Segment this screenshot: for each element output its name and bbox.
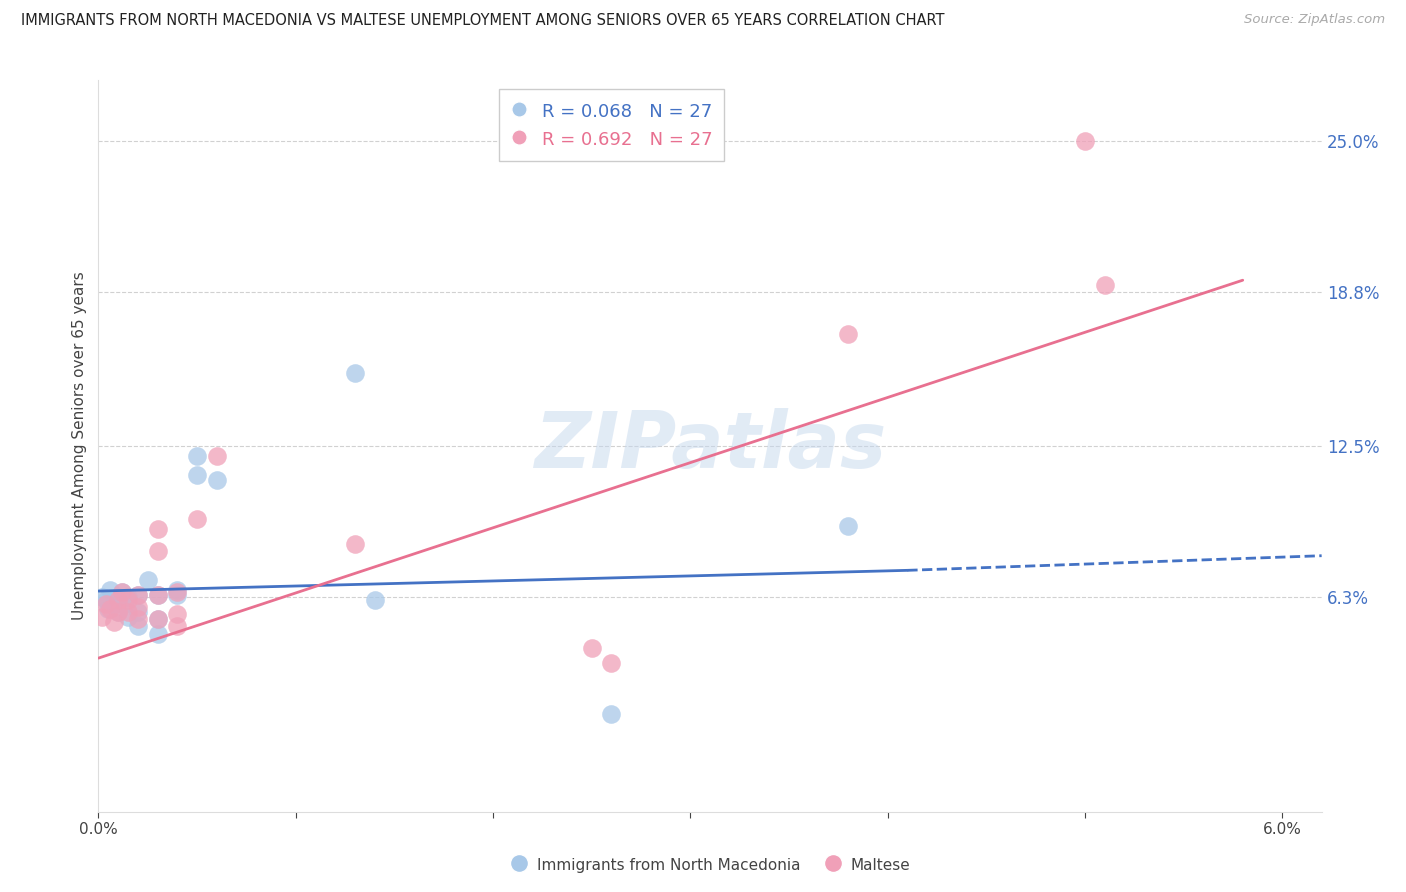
Point [127,605,149,619]
Point [837,519,859,533]
Point [117,590,139,604]
Point [146,612,169,626]
Point [107,605,129,619]
Point [136,573,159,587]
Point [103,598,125,612]
Text: Source: ZipAtlas.com: Source: ZipAtlas.com [1244,13,1385,27]
Point [103,615,125,629]
Point [600,707,623,722]
Point [186,512,208,526]
Point [1074,134,1097,148]
Point [96,598,118,612]
Point [186,449,208,463]
Point [146,588,169,602]
Point [117,609,139,624]
Point [186,468,208,483]
Text: ZIPatlas: ZIPatlas [534,408,886,484]
Point [343,536,366,550]
Point [127,599,149,614]
Point [98,582,121,597]
Point [205,449,228,463]
Point [91,590,114,604]
Point [111,585,134,599]
Point [205,473,228,487]
Point [98,602,121,616]
Point [127,619,149,633]
Y-axis label: Unemployment Among Seniors over 65 years: Unemployment Among Seniors over 65 years [72,272,87,620]
Point [837,326,859,341]
Point [127,588,149,602]
Point [166,588,188,602]
Point [97,602,120,616]
Point [96,592,118,607]
Point [343,366,366,380]
Point [112,598,135,612]
Point [111,585,134,599]
Point [363,592,385,607]
Point [146,626,169,640]
Point [91,609,114,624]
Point [127,612,149,626]
Point [117,605,139,619]
Point [166,585,188,599]
Point [117,592,139,607]
Point [166,619,188,633]
Point [166,582,188,597]
Point [1094,278,1116,293]
Point [107,605,129,619]
Point [127,588,149,602]
Point [146,522,169,536]
Point [107,590,129,604]
Point [600,656,623,670]
Point [146,544,169,558]
Point [581,641,603,656]
Legend: Immigrants from North Macedonia, Maltese: Immigrants from North Macedonia, Maltese [503,850,917,881]
Text: IMMIGRANTS FROM NORTH MACEDONIA VS MALTESE UNEMPLOYMENT AMONG SENIORS OVER 65 YE: IMMIGRANTS FROM NORTH MACEDONIA VS MALTE… [21,13,945,29]
Point [146,612,169,626]
Point [146,588,169,602]
Point [166,607,188,622]
Point [107,592,129,607]
